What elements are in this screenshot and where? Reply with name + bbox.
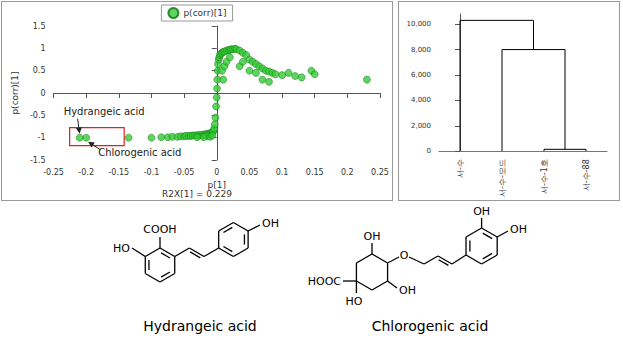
svg-text:HOOC: HOOC (308, 275, 342, 288)
svg-text:서-수-1호: 서-수-1호 (540, 159, 549, 194)
svg-text:1.5: 1.5 (33, 22, 46, 31)
svg-text:1: 1 (40, 44, 45, 53)
svg-text:0: 0 (427, 147, 431, 155)
svg-text:R2X[1] = 0.229: R2X[1] = 0.229 (162, 188, 232, 199)
svg-text:-0.2: -0.2 (78, 168, 94, 177)
svg-text:OH: OH (364, 230, 381, 243)
svg-text:OH: OH (510, 223, 527, 236)
svg-text:2,000: 2,000 (411, 122, 431, 130)
svg-text:서-수-모드: 서-수-모드 (498, 159, 507, 197)
svg-text:6,000: 6,000 (411, 71, 431, 79)
svg-text:p(corr)[1]: p(corr)[1] (183, 8, 226, 18)
svg-text:0.1: 0.1 (276, 168, 289, 177)
svg-text:0.05: 0.05 (240, 168, 258, 177)
svg-text:-0.1: -0.1 (144, 168, 160, 177)
svg-text:O: O (400, 249, 409, 262)
svg-text:OH: OH (399, 284, 416, 297)
svg-text:-0.25: -0.25 (43, 168, 64, 177)
svg-text:0.25: 0.25 (371, 168, 389, 177)
svg-text:-0.05: -0.05 (174, 168, 195, 177)
svg-text:HO: HO (113, 242, 130, 255)
svg-text:4,000: 4,000 (411, 96, 431, 104)
svg-text:Hydrangeic acid: Hydrangeic acid (64, 106, 145, 117)
svg-text:서-수-88: 서-수-88 (582, 159, 591, 191)
svg-text:Chlorogenic acid: Chlorogenic acid (98, 147, 181, 158)
svg-text:-1.5: -1.5 (30, 156, 46, 165)
svg-text:p(corr)[1]: p(corr)[1] (10, 71, 20, 114)
svg-text:서-수: 서-수 (456, 159, 465, 178)
svg-text:0.2: 0.2 (341, 168, 354, 177)
svg-text:0: 0 (40, 89, 45, 98)
svg-text:Hydrangeic acid: Hydrangeic acid (143, 318, 257, 334)
svg-text:-0.5: -0.5 (30, 111, 46, 120)
svg-text:8,000: 8,000 (411, 46, 431, 54)
svg-text:OH: OH (473, 205, 490, 218)
svg-text:COOH: COOH (143, 223, 176, 236)
svg-text:-0.15: -0.15 (108, 168, 129, 177)
svg-text:Chlorogenic acid: Chlorogenic acid (372, 318, 489, 334)
svg-text:0.15: 0.15 (306, 168, 324, 177)
svg-text:10,000: 10,000 (407, 20, 432, 28)
svg-text:OH: OH (262, 217, 279, 230)
svg-text:-1: -1 (38, 133, 46, 142)
svg-text:0.5: 0.5 (33, 66, 46, 75)
svg-text:HO: HO (346, 295, 363, 308)
svg-text:0: 0 (214, 168, 219, 177)
svg-text:p[1]: p[1] (208, 180, 226, 190)
